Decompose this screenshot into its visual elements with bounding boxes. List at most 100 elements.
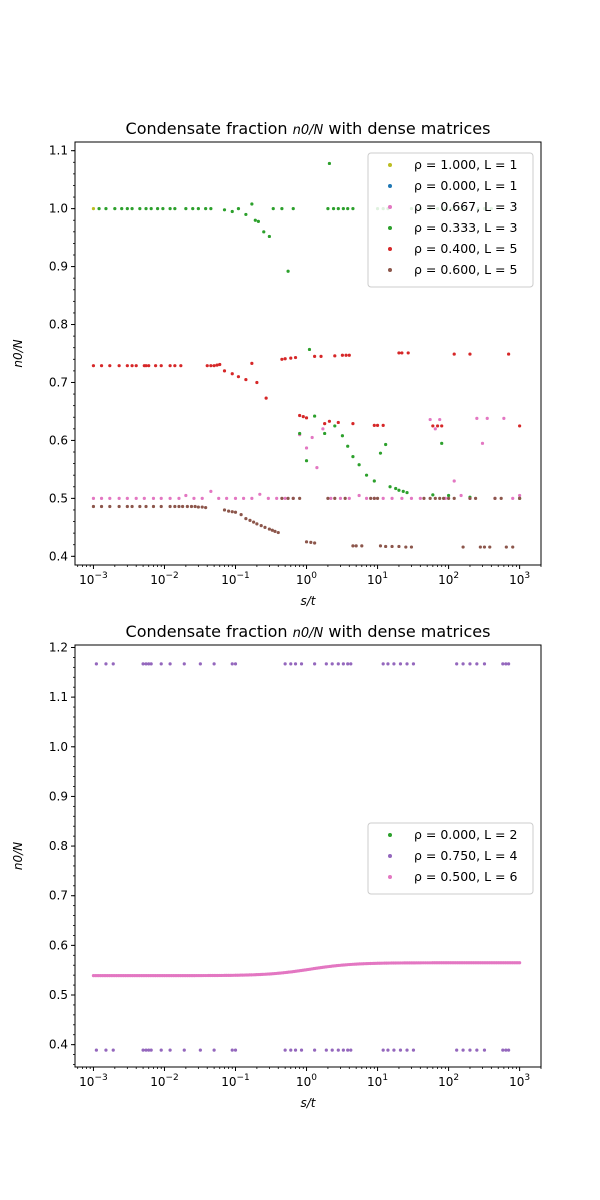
legend-box xyxy=(367,822,534,895)
legend: ρ = 0.000, L = 2 ρ = 0.750, L = 4 ρ = 0.50… xyxy=(367,822,534,895)
data-point xyxy=(386,1048,390,1052)
data-point xyxy=(258,492,262,496)
data-point xyxy=(159,1048,163,1052)
data-point xyxy=(241,496,246,500)
x-tick-base: 10 xyxy=(367,573,382,587)
data-point xyxy=(381,496,385,500)
data-point xyxy=(468,662,472,666)
data-point xyxy=(141,662,145,666)
data-point xyxy=(144,662,148,666)
data-point xyxy=(330,1048,334,1052)
data-point xyxy=(117,364,121,368)
data-point xyxy=(404,545,408,549)
data-point xyxy=(286,496,290,500)
data-point xyxy=(378,451,383,455)
data-point xyxy=(372,479,376,483)
data-point xyxy=(161,207,165,211)
data-point xyxy=(266,496,270,500)
data-point xyxy=(196,207,200,211)
data-point xyxy=(324,1048,328,1052)
chart-title: Condensate fraction n0/N with dense matr… xyxy=(126,119,491,138)
x-tick-exp: −2 xyxy=(165,571,178,581)
data-point xyxy=(91,207,96,211)
data-point xyxy=(113,207,117,211)
series-6 xyxy=(91,496,522,549)
y-tick-label: 0.9 xyxy=(49,260,68,274)
legend-marker xyxy=(388,268,392,272)
data-point xyxy=(217,496,221,500)
data-point xyxy=(518,961,522,965)
y-tick-label: 1.2 xyxy=(49,640,68,654)
data-point xyxy=(141,1048,145,1052)
data-point xyxy=(289,662,293,666)
data-point xyxy=(147,662,151,666)
data-point xyxy=(455,662,459,666)
data-point xyxy=(233,496,238,500)
x-tick-label: 103 xyxy=(509,571,530,587)
legend-label: ρ = 0.000, L = 1 xyxy=(414,178,517,193)
data-point xyxy=(209,489,213,494)
data-point xyxy=(397,544,401,549)
data-point xyxy=(428,496,432,500)
data-point xyxy=(333,424,337,428)
y-tick-label: 0.5 xyxy=(49,491,68,505)
x-tick-label: 101 xyxy=(367,1073,388,1089)
data-point xyxy=(125,496,129,500)
data-point xyxy=(230,510,234,514)
data-point xyxy=(298,413,302,418)
data-point xyxy=(271,207,275,211)
data-point xyxy=(244,517,248,521)
data-point xyxy=(433,427,437,431)
data-point xyxy=(227,509,231,513)
data-point xyxy=(459,493,463,498)
data-point xyxy=(291,207,295,211)
data-point xyxy=(125,364,129,368)
data-point xyxy=(357,493,361,498)
data-point xyxy=(273,529,277,533)
data-point xyxy=(428,417,432,422)
y-tick-label: 0.4 xyxy=(49,549,68,563)
data-point xyxy=(200,496,204,500)
legend-label: ρ = 0.400, L = 5 xyxy=(414,241,517,256)
data-point xyxy=(507,352,511,356)
data-point xyxy=(181,504,185,509)
data-point xyxy=(97,207,101,211)
data-point xyxy=(142,496,146,500)
data-point xyxy=(263,525,267,529)
data-point xyxy=(236,207,241,211)
data-point xyxy=(159,504,163,509)
x-tick-label: 101 xyxy=(367,571,388,587)
data-point xyxy=(130,207,134,211)
data-point xyxy=(504,545,508,549)
x-tick-base: 10 xyxy=(296,573,311,587)
legend-marker xyxy=(388,226,392,230)
x-tick-label: 102 xyxy=(438,1073,459,1089)
data-point xyxy=(125,504,129,509)
y-tick-label: 0.5 xyxy=(49,988,68,1002)
x-tick-label: 103 xyxy=(509,1073,530,1089)
data-point xyxy=(239,512,243,517)
data-point xyxy=(327,419,332,423)
data-point xyxy=(108,496,112,500)
data-point xyxy=(304,446,309,450)
data-point xyxy=(381,1048,385,1052)
data-point xyxy=(189,504,194,509)
data-point xyxy=(198,1048,202,1052)
data-point xyxy=(336,1048,340,1052)
data-point xyxy=(230,209,234,214)
x-tick-exp: 2 xyxy=(453,1073,459,1083)
data-point xyxy=(215,363,219,367)
data-point xyxy=(501,662,505,666)
data-point xyxy=(455,1048,459,1052)
data-point xyxy=(372,496,376,500)
legend-marker xyxy=(388,833,392,837)
data-point xyxy=(336,207,340,211)
data-point xyxy=(280,357,284,361)
data-point xyxy=(482,1048,487,1052)
data-point xyxy=(298,496,302,500)
x-tick-exp: 1 xyxy=(382,1073,388,1083)
data-point xyxy=(475,662,479,666)
data-point xyxy=(488,545,492,549)
data-point xyxy=(504,1048,508,1052)
data-point xyxy=(411,1048,416,1052)
